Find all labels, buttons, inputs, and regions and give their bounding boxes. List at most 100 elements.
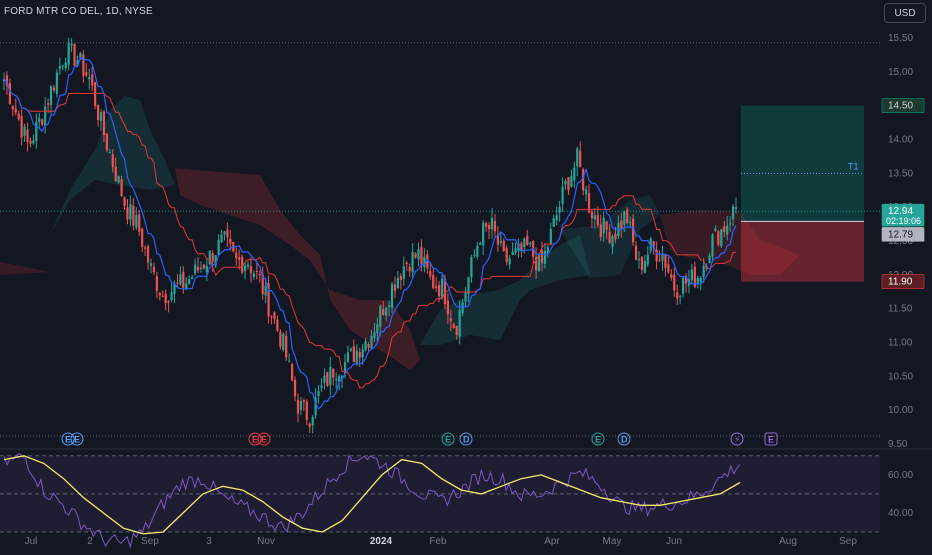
tenkan-line — [3, 56, 737, 410]
candle-body — [364, 340, 367, 351]
candle-body — [452, 323, 455, 329]
candle-body — [249, 266, 253, 273]
time-axis-tick: 2024 — [370, 536, 393, 547]
candle-body — [73, 44, 76, 66]
price-axis-tick: 10.50 — [888, 371, 913, 382]
candle-body — [329, 366, 332, 385]
candle-body — [490, 217, 494, 230]
candle-body — [285, 335, 288, 358]
target-zone — [741, 105, 864, 222]
candle-body — [26, 129, 29, 142]
candle-body — [649, 238, 652, 251]
price-label-target — [881, 98, 925, 113]
candle-body — [123, 197, 126, 206]
event-marker-earnings — [70, 432, 84, 446]
candle-body — [5, 75, 9, 86]
candle-body — [299, 401, 303, 410]
candle-body — [141, 228, 144, 247]
candle-body — [579, 150, 582, 167]
candle-body — [570, 176, 573, 187]
candle-body — [582, 169, 585, 191]
candle-body — [637, 259, 641, 261]
candle-body — [117, 176, 120, 183]
candle-body — [20, 115, 23, 138]
candle-body — [196, 266, 200, 271]
price-axis-tick: 9.50 — [888, 439, 908, 450]
candle-body — [229, 238, 232, 244]
event-marker-letter: E — [445, 435, 451, 445]
candle-body — [388, 305, 391, 307]
candle-body — [602, 217, 605, 234]
candle-body — [670, 274, 673, 278]
candle-body — [94, 82, 97, 107]
candle-body — [590, 211, 594, 219]
candle-body — [587, 193, 591, 213]
candle-body — [476, 245, 479, 257]
event-marker-earnings — [591, 432, 605, 446]
candle-body — [508, 258, 511, 265]
candle-body — [217, 240, 220, 255]
candle-body — [714, 228, 717, 231]
candle-body — [35, 121, 38, 142]
candle-body — [290, 364, 294, 381]
price-label-entry — [881, 227, 925, 242]
candle-body — [267, 283, 270, 317]
candle-body — [76, 60, 79, 66]
candle-body — [420, 246, 423, 265]
candle-body — [176, 282, 179, 284]
candle-body — [282, 333, 285, 350]
candle-body — [335, 378, 338, 380]
candle-body — [379, 306, 382, 327]
candle-body — [390, 283, 394, 308]
candle-body — [23, 126, 26, 136]
candle-body — [664, 255, 667, 268]
candle-body — [446, 300, 450, 315]
candle-body — [158, 292, 161, 296]
candle-body — [85, 72, 88, 76]
candle-body — [608, 231, 611, 243]
candle-body — [676, 292, 679, 299]
candle-body — [326, 371, 329, 386]
price-label-last — [881, 203, 925, 227]
price-label-stop-text: 11.90 — [888, 277, 913, 288]
price-label-last-text: 12.94 — [888, 206, 913, 217]
candle-body — [317, 391, 320, 397]
candle-body — [523, 238, 526, 248]
event-marker-letter: E — [595, 435, 601, 445]
candle-body — [426, 254, 429, 269]
currency-button[interactable]: USD — [884, 3, 926, 23]
candle-body — [561, 186, 564, 204]
candle-body — [429, 270, 432, 277]
candle-body — [373, 332, 376, 339]
candle-body — [276, 319, 279, 331]
candle-body — [352, 346, 355, 363]
candle-body — [296, 399, 300, 414]
candle-body — [458, 310, 461, 337]
candle-body — [235, 252, 238, 258]
candle-body — [52, 87, 56, 91]
event-marker-earnings — [257, 432, 271, 446]
candle-body — [464, 292, 467, 302]
event-marker-letter: E — [768, 435, 774, 445]
candle-body — [135, 215, 138, 228]
candle-body — [729, 223, 732, 225]
candle-body — [182, 272, 185, 288]
candle-body — [496, 234, 499, 245]
event-marker-letter: D — [463, 435, 470, 445]
candle-body — [376, 324, 379, 334]
candle-body — [370, 335, 373, 350]
candle-body — [679, 295, 682, 297]
candle-body — [146, 246, 150, 263]
candle-body — [717, 231, 720, 245]
event-marker-news — [730, 432, 744, 446]
candle-body — [405, 262, 408, 264]
candle-body — [435, 286, 438, 288]
candle-body — [161, 295, 164, 297]
event-marker-letter: E — [261, 435, 267, 445]
candle-body — [173, 284, 176, 294]
candle-body — [564, 180, 567, 185]
candle-body — [191, 277, 194, 280]
candle-body — [520, 243, 523, 251]
